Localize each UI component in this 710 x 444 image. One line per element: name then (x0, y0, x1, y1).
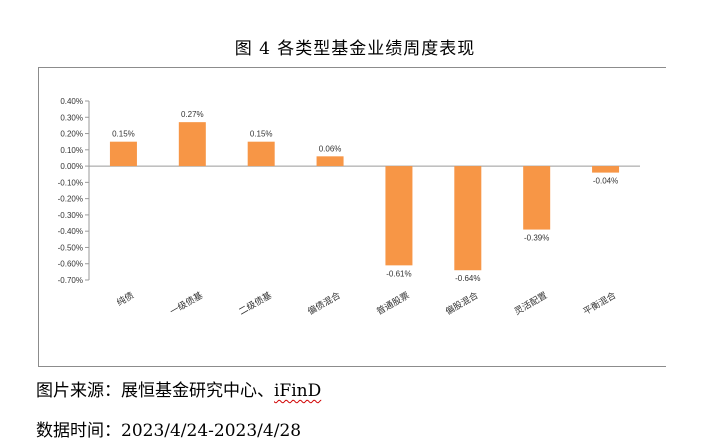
source-brand: iFinD (274, 381, 322, 401)
date-value: 2023/4/24-2023/4/28 (121, 421, 302, 441)
y-tick-label: -0.30% (58, 211, 83, 220)
y-axis-ticks: 0.40% 0.30% 0.20% 0.10% 0.00% -0.10% -0.20% -0.… (58, 97, 89, 285)
x-category-label: 纯债 (114, 289, 136, 308)
date-line: 数据时间：2023/4/24-2023/4/28 (36, 416, 301, 441)
data-label: -0.04% (593, 177, 618, 186)
data-label: 0.06% (319, 144, 342, 153)
y-tick-label: -0.70% (58, 276, 83, 285)
y-tick-label: 0.30% (60, 113, 83, 122)
bar-5 (385, 166, 413, 266)
bar-1 (109, 141, 137, 167)
y-tick-label: 0.10% (60, 146, 83, 155)
y-tick-label: 0.40% (60, 97, 83, 106)
x-category-label: 普通股票 (374, 289, 411, 317)
y-tick-label: -0.40% (58, 227, 83, 236)
y-tick-label: -0.60% (58, 260, 83, 269)
y-tick-label: 0.20% (60, 130, 83, 139)
bars (109, 122, 620, 271)
bar-3 (247, 141, 275, 167)
y-tick-label: -0.10% (58, 178, 83, 187)
source-label: 图片来源： (36, 381, 121, 401)
bar-8 (592, 166, 620, 173)
chart-frame (38, 67, 666, 367)
x-category-label: 偏股混合 (443, 289, 480, 317)
y-tick-label: -0.50% (58, 243, 83, 252)
y-tick-label: -0.20% (58, 195, 83, 204)
data-label: 0.15% (250, 130, 273, 139)
bar-4 (316, 156, 344, 167)
chart-title: 图 4 各类型基金业绩周度表现 (234, 39, 476, 59)
data-label: -0.61% (386, 269, 411, 278)
date-label: 数据时间： (36, 421, 121, 441)
x-category-label: 二级债基 (236, 289, 273, 317)
source-line: 图片来源：展恒基金研究中心、iFinD (36, 376, 321, 401)
x-category-label: 平衡混合 (581, 289, 618, 317)
bar-2 (178, 122, 206, 167)
source-text: 展恒基金研究中心、 (121, 381, 274, 401)
x-axis-categories: 纯债 一级债基 二级债基 偏债混合 普通股票 偏股混合 灵活配置 平衡混合 (114, 289, 618, 317)
data-labels: 0.15% 0.27% 0.15% 0.06% -0.61% -0.64% -0.39% -0… (112, 110, 618, 283)
y-tick-label: 0.00% (60, 162, 83, 171)
x-category-label: 一级债基 (168, 289, 205, 317)
x-category-label: 灵活配置 (512, 289, 549, 317)
data-label: 0.15% (112, 130, 135, 139)
data-label: -0.39% (524, 234, 549, 243)
bar-6 (454, 166, 482, 271)
data-label: 0.27% (181, 110, 204, 119)
data-label: -0.64% (455, 274, 480, 283)
x-category-label: 偏债混合 (305, 289, 342, 317)
bar-7 (523, 166, 551, 230)
